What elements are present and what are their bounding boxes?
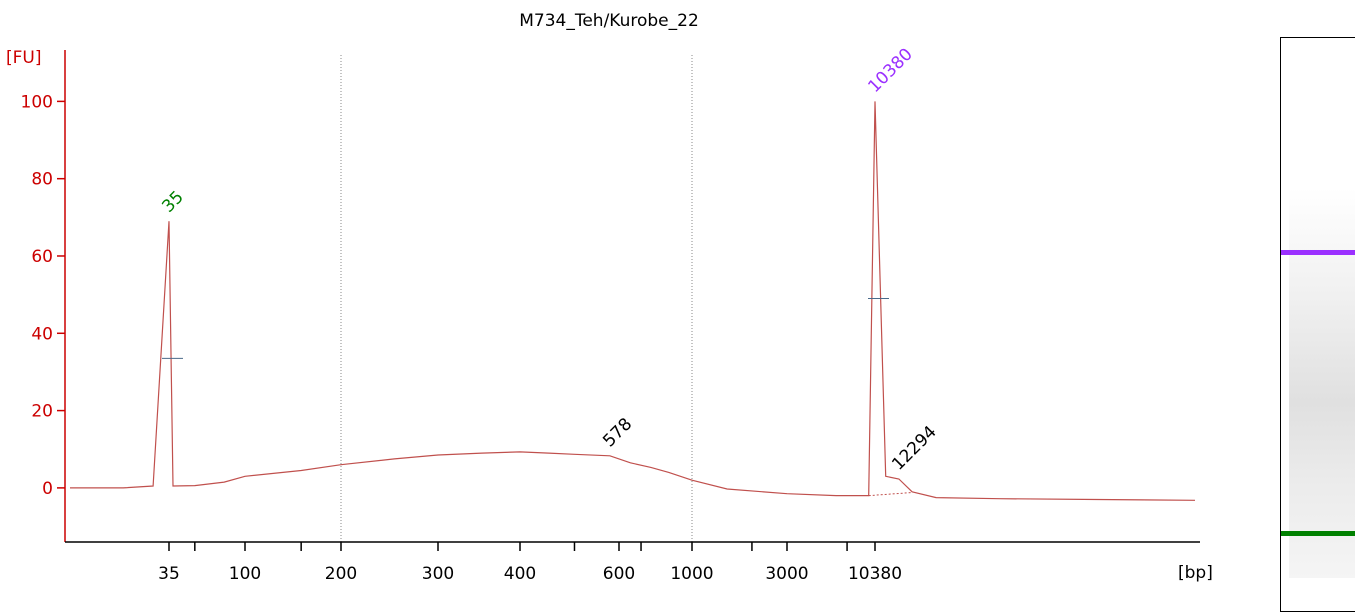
gel-band-35 xyxy=(1281,531,1355,536)
x-tick-label-35: 35 xyxy=(158,564,180,584)
x-tick-label-300: 300 xyxy=(422,564,454,584)
x-tick-label-200: 200 xyxy=(325,564,357,584)
y-tick-label-0: 0 xyxy=(42,479,53,499)
y-axis-label: [FU] xyxy=(6,48,42,68)
peak-baseline xyxy=(868,492,913,497)
x-ticks: 35 100 200 300 400 600 1000 3000 10380 xyxy=(158,542,902,584)
peak-label-12294: 12294 xyxy=(888,422,940,474)
x-tick-label-400: 400 xyxy=(504,564,536,584)
gel-image xyxy=(1280,37,1355,612)
series-line-0 xyxy=(70,101,1196,501)
x-tick-label-3000: 3000 xyxy=(765,564,808,584)
y-tick-label-80: 80 xyxy=(31,170,53,190)
peak-label-10380: 10380 xyxy=(864,45,916,97)
gel-band-10380 xyxy=(1281,250,1355,255)
x-tick-label-10380: 10380 xyxy=(848,564,902,584)
peak-label-578: 578 xyxy=(599,414,636,451)
y-tick-label-60: 60 xyxy=(31,247,53,267)
x-tick-label-600: 600 xyxy=(603,564,635,584)
peak-label-35: 35 xyxy=(158,187,187,216)
series-trace xyxy=(70,101,1196,501)
grid-lines xyxy=(340,55,693,542)
y-tick-label-20: 20 xyxy=(31,402,53,422)
y-tick-label-100: 100 xyxy=(21,92,53,112)
x-tick-label-1000: 1000 xyxy=(670,564,713,584)
x-tick-label-100: 100 xyxy=(229,564,261,584)
gel-lane xyxy=(1289,188,1355,578)
x-axis-label: [bp] xyxy=(1178,563,1213,583)
chart-title: M734_Teh/Kurobe_22 xyxy=(519,11,699,31)
y-ticks: 0 20 40 60 80 100 xyxy=(21,92,65,499)
y-tick-label-40: 40 xyxy=(31,324,53,344)
peak-labels: 35 10380 578 12294 xyxy=(158,45,940,475)
axes xyxy=(64,50,1200,543)
